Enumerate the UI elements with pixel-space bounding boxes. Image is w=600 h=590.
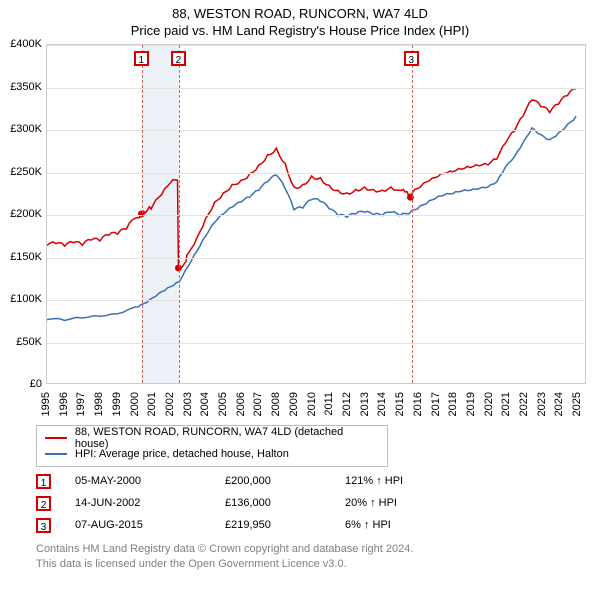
x-axis-label: 1999	[111, 392, 123, 416]
x-axis-label: 2012	[341, 392, 353, 416]
chart-lines-svg	[47, 45, 585, 383]
x-axis-label: 1998	[93, 392, 105, 416]
x-axis-label: 2014	[376, 392, 388, 416]
event-marker-3: 3	[36, 518, 51, 533]
legend-label: 88, WESTON ROAD, RUNCORN, WA7 4LD (detac…	[75, 426, 379, 450]
event-marker-1: 1	[134, 51, 149, 66]
gridline	[47, 343, 585, 344]
x-axis-label: 2007	[252, 392, 264, 416]
y-axis-label: £350K	[10, 81, 42, 93]
x-axis-label: 2008	[270, 392, 282, 416]
gridline	[47, 300, 585, 301]
event-diff: 121% ↑ HPI	[345, 475, 455, 487]
x-axis-label: 2019	[465, 392, 477, 416]
legend-swatch	[45, 437, 67, 439]
event-price: £219,950	[225, 519, 345, 531]
y-axis-label: £250K	[10, 166, 42, 178]
y-axis-label: £100K	[10, 293, 42, 305]
x-axis-label: 2004	[199, 392, 211, 416]
x-axis-label: 2009	[288, 392, 300, 416]
legend-label: HPI: Average price, detached house, Halt…	[75, 448, 289, 460]
chart-title-block: 88, WESTON ROAD, RUNCORN, WA7 4LD Price …	[0, 0, 600, 38]
attribution: Contains HM Land Registry data © Crown c…	[36, 542, 413, 572]
y-axis-label: £50K	[16, 336, 42, 348]
x-axis-label: 2025	[571, 392, 583, 416]
y-axis-label: £150K	[10, 251, 42, 263]
event-price: £136,000	[225, 497, 345, 509]
event-vline	[412, 45, 413, 383]
y-axis-label: £200K	[10, 208, 42, 220]
event-row: 3 07-AUG-2015£219,9506% ↑ HPI	[36, 514, 455, 536]
event-price: £200,000	[225, 475, 345, 487]
y-axis-label: £400K	[10, 38, 42, 50]
chart-title-line2: Price paid vs. HM Land Registry's House …	[0, 23, 600, 38]
legend-swatch	[45, 453, 67, 455]
event-marker-1: 1	[36, 474, 51, 489]
x-axis-label: 2005	[217, 392, 229, 416]
x-axis-label: 2003	[182, 392, 194, 416]
x-axis-label: 2013	[359, 392, 371, 416]
x-axis-label: 2023	[536, 392, 548, 416]
gridline	[47, 173, 585, 174]
legend-row: 88, WESTON ROAD, RUNCORN, WA7 4LD (detac…	[45, 430, 379, 446]
gridline	[47, 258, 585, 259]
attribution-line1: Contains HM Land Registry data © Crown c…	[36, 542, 413, 557]
chart-title-line1: 88, WESTON ROAD, RUNCORN, WA7 4LD	[0, 6, 600, 21]
y-axis-label: £0	[30, 378, 42, 390]
event-diff: 6% ↑ HPI	[345, 519, 455, 531]
x-axis-label: 2018	[447, 392, 459, 416]
x-axis-label: 2015	[394, 392, 406, 416]
x-axis-label: 2022	[518, 392, 530, 416]
event-date: 07-AUG-2015	[75, 519, 225, 531]
event-dot-3	[407, 194, 414, 201]
y-axis-label: £300K	[10, 123, 42, 135]
event-row: 2 14-JUN-2002£136,00020% ↑ HPI	[36, 492, 455, 514]
event-date: 05-MAY-2000	[75, 475, 225, 487]
x-axis-label: 1997	[75, 392, 87, 416]
series-hpi	[47, 116, 576, 320]
x-axis-label: 2016	[412, 392, 424, 416]
x-axis-label: 2021	[500, 392, 512, 416]
attribution-line2: This data is licensed under the Open Gov…	[36, 557, 413, 572]
event-marker-3: 3	[404, 51, 419, 66]
event-vline	[142, 45, 143, 383]
x-axis-label: 2006	[235, 392, 247, 416]
event-vline	[179, 45, 180, 383]
x-axis-label: 2002	[164, 392, 176, 416]
x-axis-label: 2010	[306, 392, 318, 416]
x-axis-label: 1995	[40, 392, 52, 416]
event-table: 1 05-MAY-2000£200,000121% ↑ HPI 2 14-JUN-20…	[36, 470, 455, 536]
gridline	[47, 45, 585, 46]
event-marker-2: 2	[171, 51, 186, 66]
gridline	[47, 130, 585, 131]
x-axis-label: 2011	[323, 392, 335, 416]
x-axis-label: 2024	[553, 392, 565, 416]
gridline	[47, 88, 585, 89]
x-axis-label: 2001	[146, 392, 158, 416]
x-axis-label: 2017	[430, 392, 442, 416]
x-axis-label: 2000	[129, 392, 141, 416]
legend: 88, WESTON ROAD, RUNCORN, WA7 4LD (detac…	[36, 425, 388, 467]
event-row: 1 05-MAY-2000£200,000121% ↑ HPI	[36, 470, 455, 492]
plot-area: 1 2 3	[46, 44, 586, 384]
x-axis-label: 1996	[58, 392, 70, 416]
event-diff: 20% ↑ HPI	[345, 497, 455, 509]
gridline	[47, 215, 585, 216]
event-marker-2: 2	[36, 496, 51, 511]
event-date: 14-JUN-2002	[75, 497, 225, 509]
x-axis-label: 2020	[483, 392, 495, 416]
series-subject	[47, 89, 576, 268]
